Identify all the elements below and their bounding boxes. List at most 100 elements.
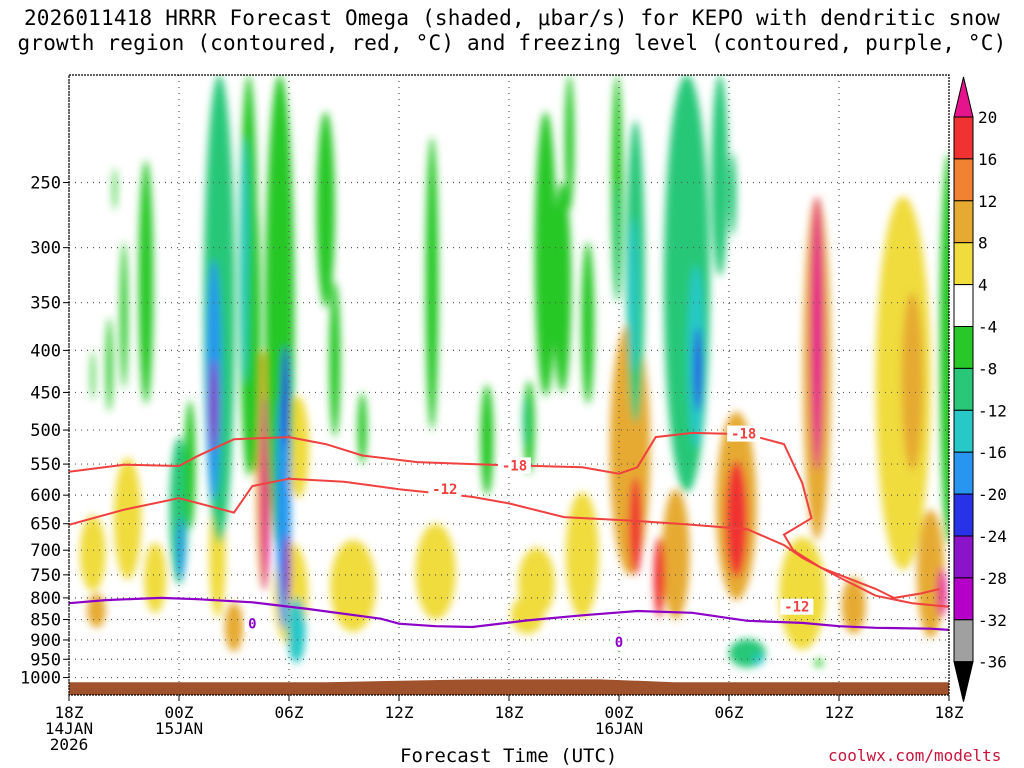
x-tick-label: 12Z (385, 703, 414, 722)
omega-cell (553, 182, 572, 393)
y-tick-label: 300 (30, 239, 61, 259)
colorbar-tick-label: -20 (978, 485, 1007, 504)
colorbar-tick-label: -24 (978, 527, 1007, 546)
chart-title-line-1: 2026011418 HRRR Forecast Omega (shaded, … (23, 6, 1001, 30)
omega-cell (247, 189, 261, 474)
omega-cell (210, 359, 218, 451)
omega-cell (564, 75, 575, 211)
x-tick-label: 18Z (495, 703, 524, 722)
colorbar-box (953, 451, 974, 495)
omega-cell (91, 350, 95, 401)
omega-cell (653, 537, 665, 618)
x-tick-label: 16JAN (595, 719, 643, 738)
omega-cell (113, 167, 117, 211)
x-tick-label: 06Z (715, 703, 744, 722)
y-tick-label: 600 (30, 486, 61, 506)
colorbar-box (953, 242, 974, 286)
colorbar-tick-label: -28 (978, 569, 1007, 588)
colorbar-box (953, 535, 974, 579)
omega-cell (725, 460, 748, 578)
omega-cell (565, 492, 599, 618)
x-tick-label: 00Z (605, 703, 634, 722)
omega-cell (177, 518, 185, 580)
plot-area: -18 -12 -18 -12 0 0 (68, 74, 950, 696)
chart-title-line-2: growth region (contoured, red, °C) and f… (17, 31, 1007, 55)
omega-cell (329, 281, 341, 438)
omega-cell (87, 593, 106, 628)
contours (69, 431, 949, 631)
y-tick-label: 900 (30, 631, 61, 651)
x-tick-label: 12Z (825, 703, 854, 722)
colorbar-tick-label: -12 (978, 401, 1007, 420)
y-tick-label: 650 (30, 515, 61, 535)
colorbar-below-min (953, 661, 974, 702)
omega-cell (316, 111, 335, 308)
y-tick-label: 1000 (20, 669, 61, 689)
omega-cell (937, 567, 947, 618)
colorbar-tick-label: -32 (978, 611, 1007, 630)
omega-cell (522, 396, 529, 448)
omega-cell (241, 136, 249, 385)
omega-cell (260, 396, 270, 592)
freezing-level-label-bg (611, 633, 627, 650)
colorbar-box (953, 493, 974, 537)
omega-cell (80, 515, 106, 592)
omega-cell (662, 489, 690, 620)
source-credit[interactable]: coolwx.com/modelts (828, 746, 1002, 765)
y-tick-label: 800 (30, 589, 61, 609)
dgz-contour-label-bg (780, 598, 814, 615)
omega-cell (810, 196, 824, 471)
freezing-level-label-bg (244, 615, 260, 632)
x-tick-label: 14JAN (45, 719, 93, 738)
colorbar-tick-label: 20 (978, 108, 997, 127)
colorbar-tick-label: 16 (978, 150, 997, 169)
colorbar-box (953, 200, 974, 244)
omega-cell (415, 523, 456, 620)
y-tick-label: 550 (30, 455, 61, 475)
dgz-contour-label-bg (428, 481, 462, 498)
y-tick-label: 850 (30, 611, 61, 631)
omega-cell (814, 659, 824, 667)
omega-cell (330, 539, 377, 632)
contour-labels: -18 -12 -18 -12 0 0 (244, 425, 814, 651)
omega-cell (184, 400, 196, 530)
y-tick-label: 700 (30, 541, 61, 561)
freezing-level-contour (69, 596, 949, 631)
omega-cell (663, 75, 710, 493)
colorbar-tick-label: 8 (978, 234, 988, 253)
omega-cell (106, 317, 113, 412)
omega-cell (752, 653, 764, 665)
colorbar-tick-label: -16 (978, 443, 1007, 462)
dgz-contour-label: -12 (784, 600, 809, 616)
omega-cell (425, 136, 439, 431)
omega-cell (534, 111, 557, 397)
y-tick-label: 350 (30, 294, 61, 314)
colorbar-box (953, 577, 974, 621)
x-tick-label: 18Z (55, 703, 84, 722)
omega-cell (224, 602, 244, 652)
colorbar: 20 16 12 8 4 -4 -8 -12 -16 -20 -24 -28 -32 -36 (953, 76, 1007, 702)
y-tick-label: 500 (30, 421, 61, 441)
omega-cell (841, 577, 866, 634)
ground-terrain (69, 679, 949, 695)
omega-shading (80, 75, 949, 668)
colorbar-box (953, 367, 974, 411)
omega-cell (901, 292, 924, 471)
colorbar-tick-label: -8 (978, 359, 997, 378)
omega-cell (113, 457, 142, 580)
dgz-contour-label: -18 (502, 458, 527, 474)
omega-cell (287, 597, 306, 663)
omega-cell (614, 182, 620, 303)
omega-cell (357, 392, 367, 465)
colorbar-box (953, 619, 974, 663)
dgz-contour-minus12 (69, 477, 949, 608)
colorbar-tick-label: 12 (978, 192, 997, 211)
dgz-contour-label: -12 (432, 482, 457, 498)
freezing-level-label: 0 (615, 635, 623, 651)
omega-cell (779, 537, 826, 650)
omega-cell (510, 595, 544, 634)
omega-cell (629, 216, 639, 373)
x-tick-label: 18Z (935, 703, 964, 722)
omega-cell (694, 327, 702, 412)
